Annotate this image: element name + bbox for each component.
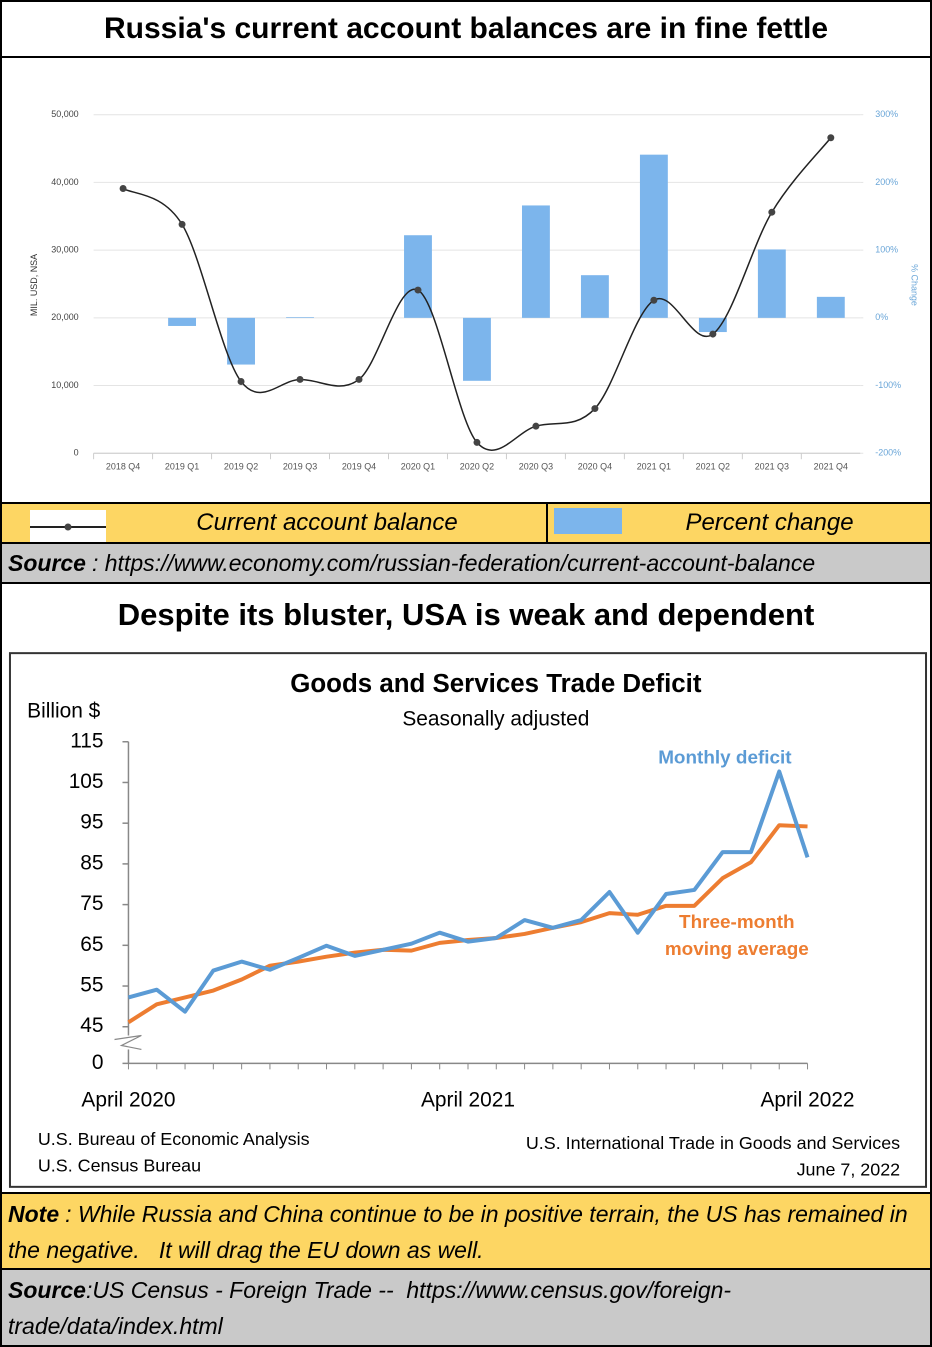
point [178,220,186,228]
y-tick-label: 20,000 [51,312,78,322]
x-tick-label: April 2022 [760,1089,854,1112]
bar [816,296,845,318]
y2-tick-label: 200% [875,177,898,187]
y-tick-label: 50,000 [51,109,78,119]
x-tick-label: 2021 Q1 [637,462,671,472]
report-date: June 7, 2022 [797,1160,901,1180]
y-tick-label: 55 [80,974,103,997]
legend-label: Current account balance [196,509,458,536]
x-tick-label: 2020 Q2 [460,462,494,472]
y-tick-label: 105 [69,770,104,793]
point [709,330,717,338]
divider [546,504,548,542]
heading: Russia's current account balances are in… [0,0,932,58]
x-tick-label: 2021 Q3 [755,462,789,472]
credit: U.S. Bureau of Economic Analysis [38,1129,310,1149]
y-tick-label: 10,000 [51,380,78,390]
source-text: :US Census - Foreign Trade -- https://ww… [8,1277,732,1339]
y-tick-label: 75 [80,892,103,915]
y-axis-label: Billion $ [27,699,101,722]
y-tick-label: 95 [80,811,103,834]
bar [639,154,668,318]
x-tick-label: April 2021 [421,1089,515,1112]
annotation: moving average [665,939,809,960]
y-axis-label: MIL. USD, NSA [29,254,39,316]
x-tick-label: 2019 Q4 [342,462,376,472]
line [127,769,810,1014]
chart-title: Goods and Services Trade Deficit [290,670,702,698]
y-tick-label: 115 [70,729,103,752]
note-text: : While Russia and China continue to be … [8,1201,915,1263]
point [532,422,540,430]
y2-tick-label: 100% [875,244,898,254]
bar [463,317,491,381]
legend-label: Percent change [685,509,854,536]
bar [698,317,727,333]
y-tick-label: 85 [80,851,103,874]
x-tick-label: 2020 Q3 [519,462,553,472]
bar [757,249,786,318]
bar [227,317,255,365]
point [591,405,599,413]
source-bar: Source: https://www.economy.com/russian-… [0,542,932,584]
bar [404,235,432,318]
source-label: Source [8,1277,86,1303]
axis-break [114,1034,142,1051]
y-tick-label: 0 [92,1051,104,1074]
y2-tick-label: 0% [875,312,888,322]
credit: U.S. Census Bureau [38,1156,201,1176]
bar [521,205,550,318]
point [827,134,835,142]
annotation: Monthly deficit [658,748,792,769]
report: U.S. International Trade in Goods and Se… [526,1133,900,1153]
point [355,375,363,383]
point [414,286,422,294]
bar [168,317,197,326]
note-label: Note [8,1201,60,1227]
source-text: : https://www.economy.com/russian-federa… [91,550,816,576]
heading: Despite its bluster, USA is weak and dep… [0,584,932,646]
chart: MIL. USD, NSA % Change 0 10,000 20,000 30,0… [0,58,932,502]
y-tick-label: 65 [80,933,103,956]
x-tick-label: 2019 Q1 [165,462,199,472]
x-tick-label: 2021 Q2 [696,462,730,472]
annotation: Three-month [679,912,795,933]
x-tick-label: 2021 Q4 [814,462,848,472]
chart: Goods and Services Trade Deficit Seasona… [0,646,932,1192]
x-tick-label: 2019 Q3 [283,462,317,472]
chart-subtitle: Seasonally adjusted [402,707,589,730]
x-tick-label: 2020 Q1 [401,462,435,472]
point [650,296,658,304]
note-bar: Note: While Russia and China continue to… [0,1192,932,1268]
point [237,377,245,385]
point [296,375,304,383]
y-tick-label: 30,000 [51,244,78,254]
y-tick-label: 40,000 [51,177,78,187]
y-tick-label: 0 [74,448,79,458]
y2-tick-label: 300% [875,109,898,119]
point [768,208,776,216]
point [473,438,481,446]
line [122,137,832,451]
source-bar: Source:US Census - Foreign Trade -- http… [0,1268,932,1347]
swatch-dot [64,523,72,531]
y-tick-label: 45 [80,1014,103,1037]
x-tick-label: 2020 Q4 [578,462,612,472]
x-tick-label: 2018 Q4 [106,462,140,472]
legend: Current account balance Percent change [0,502,932,544]
legend-swatch [554,508,622,534]
x-tick-label: 2019 Q2 [224,462,258,472]
x-tick-label: April 2020 [81,1089,175,1112]
legend-swatch [30,510,106,544]
bar [286,317,314,318]
chart-frame [8,652,928,1188]
source-label: Source [8,550,86,576]
y2-tick-label: -200% [875,448,901,458]
y2-tick-label: -100% [875,380,901,390]
point [119,185,127,192]
bar [580,275,609,318]
y2-axis-label: % Change [910,264,920,306]
